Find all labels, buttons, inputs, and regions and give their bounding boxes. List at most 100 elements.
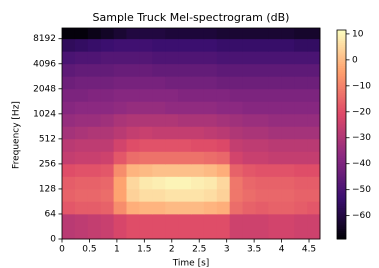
heatmap-cell xyxy=(114,126,127,139)
heatmap-cell xyxy=(139,114,152,127)
heatmap-cell xyxy=(243,139,256,152)
heatmap-cell xyxy=(268,126,281,139)
heatmap-cell xyxy=(268,28,281,39)
heatmap-cell xyxy=(62,114,75,127)
heatmap-cell xyxy=(268,114,281,127)
heatmap-cell xyxy=(127,89,140,102)
heatmap-cell xyxy=(217,164,230,177)
heatmap-cell xyxy=(294,64,307,77)
heatmap-cell xyxy=(62,201,75,214)
heatmap-cell xyxy=(294,126,307,139)
heatmap-cell xyxy=(165,39,178,52)
y-tick-label: 1024 xyxy=(33,109,56,119)
heatmap-cell xyxy=(88,201,101,214)
heatmap-cell xyxy=(139,189,152,202)
heatmap-cell xyxy=(114,51,127,64)
heatmap-cell xyxy=(230,201,243,214)
heatmap-cell xyxy=(281,51,294,64)
heatmap-cell xyxy=(191,176,204,189)
heatmap-cell xyxy=(243,214,256,239)
heatmap-cell xyxy=(256,114,269,127)
heatmap-cell xyxy=(139,101,152,114)
heatmap-cell xyxy=(152,101,165,114)
heatmap-cell xyxy=(204,189,217,202)
heatmap-cell xyxy=(204,76,217,89)
heatmap-cell xyxy=(268,176,281,189)
heatmap-cell xyxy=(88,64,101,77)
heatmap-cell xyxy=(101,101,114,114)
heatmap-cell xyxy=(165,101,178,114)
heatmap-cell xyxy=(230,126,243,139)
heatmap-cell xyxy=(217,101,230,114)
heatmap-cell xyxy=(178,114,191,127)
heatmap-cell xyxy=(307,164,320,177)
heatmap-cell xyxy=(127,76,140,89)
heatmap-cell xyxy=(243,176,256,189)
heatmap-cell xyxy=(62,89,75,102)
x-tick-label: 1.5 xyxy=(137,245,151,255)
heatmap-cell xyxy=(88,28,101,39)
x-tick-label: 4.5 xyxy=(302,245,316,255)
heatmap-cell xyxy=(243,189,256,202)
heatmap-cell xyxy=(204,28,217,39)
heatmap-cell xyxy=(62,164,75,177)
heatmap-cell xyxy=(243,39,256,52)
heatmap-cell xyxy=(191,101,204,114)
heatmap-cell xyxy=(127,189,140,202)
heatmap-cell xyxy=(152,189,165,202)
heatmap-cell xyxy=(152,89,165,102)
heatmap-cell xyxy=(114,164,127,177)
heatmap-cell xyxy=(217,151,230,164)
heatmap-cell xyxy=(256,126,269,139)
heatmap-cell xyxy=(230,189,243,202)
heatmap-cell xyxy=(281,214,294,239)
heatmap-cell xyxy=(101,214,114,239)
heatmap-cell xyxy=(281,39,294,52)
x-tick-label: 2.5 xyxy=(192,245,206,255)
heatmap-cell xyxy=(243,28,256,39)
heatmap-cell xyxy=(268,201,281,214)
heatmap-cell xyxy=(152,114,165,127)
heatmap-cell xyxy=(204,64,217,77)
heatmap-cell xyxy=(88,114,101,127)
heatmap-cell xyxy=(127,51,140,64)
heatmap-cell xyxy=(139,89,152,102)
heatmap-cell xyxy=(152,64,165,77)
heatmap-cell xyxy=(307,64,320,77)
heatmap-cell xyxy=(101,176,114,189)
heatmap-cell xyxy=(281,164,294,177)
heatmap-cell xyxy=(191,164,204,177)
heatmap-cell xyxy=(114,39,127,52)
heatmap-cell xyxy=(178,176,191,189)
heatmap-cell xyxy=(191,39,204,52)
heatmap-cell xyxy=(204,51,217,64)
heatmap-cell xyxy=(191,114,204,127)
heatmap-cell xyxy=(152,151,165,164)
heatmap-cell xyxy=(256,214,269,239)
heatmap-cell xyxy=(178,28,191,39)
heatmap-cell xyxy=(230,76,243,89)
heatmap-cell xyxy=(139,76,152,89)
heatmap-cell xyxy=(101,139,114,152)
heatmap-cell xyxy=(281,176,294,189)
heatmap-cell xyxy=(101,189,114,202)
heatmap-cell xyxy=(139,201,152,214)
heatmap-cell xyxy=(178,39,191,52)
colorbar-tick-label: −60 xyxy=(352,211,371,221)
heatmap-cell xyxy=(217,76,230,89)
heatmap-cell xyxy=(281,114,294,127)
heatmap-cell xyxy=(230,39,243,52)
heatmap-cell xyxy=(75,176,88,189)
heatmap-cell xyxy=(114,101,127,114)
heatmap-cell xyxy=(75,126,88,139)
heatmap-cell xyxy=(152,126,165,139)
heatmap-cell xyxy=(294,76,307,89)
heatmap-cell xyxy=(75,214,88,239)
heatmap-cell xyxy=(191,151,204,164)
heatmap-cell xyxy=(268,139,281,152)
y-tick-label: 64 xyxy=(45,209,57,219)
heatmap-cell xyxy=(230,101,243,114)
heatmap-cell xyxy=(243,114,256,127)
heatmap-cell xyxy=(281,139,294,152)
heatmap-cell xyxy=(217,89,230,102)
